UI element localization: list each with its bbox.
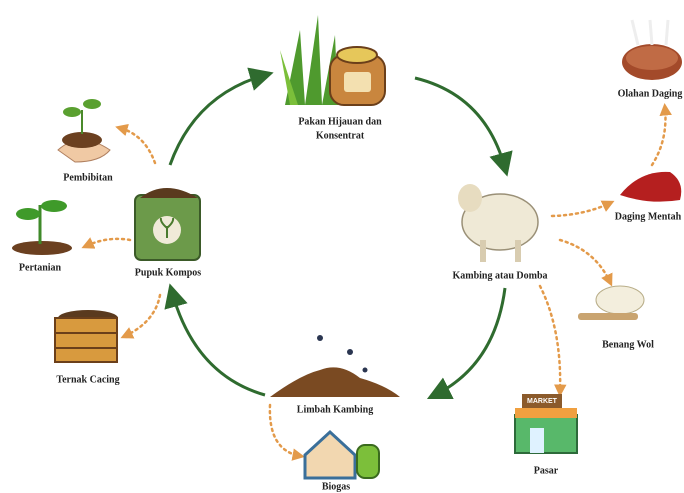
icon-manure — [270, 335, 400, 397]
icon-seedling — [58, 99, 110, 162]
node-label: Daging Mentah — [615, 211, 682, 222]
icon-biogas — [305, 432, 379, 478]
node-label: Pakan Hijauan dan — [298, 116, 382, 127]
diagram: MARKET Pakan Hijauan dan Konsentrat Kamb… — [0, 0, 684, 493]
icon-processed-meat — [622, 20, 682, 80]
node-label: Biogas — [322, 481, 350, 492]
icon-plant — [12, 200, 72, 255]
icon-worm-crate — [55, 310, 118, 362]
node-label: Pembibitan — [63, 172, 113, 183]
icon-feed — [280, 15, 385, 105]
node-label: Kambing atau Domba — [452, 270, 547, 281]
node-label: Pupuk Kompos — [135, 267, 202, 278]
node-label: Pertanian — [19, 262, 62, 273]
icon-wool — [578, 286, 644, 320]
node-label: Olahan Daging — [618, 88, 683, 99]
node-label: Limbah Kambing — [297, 404, 373, 415]
icon-compost — [135, 188, 200, 260]
icon-raw-meat — [620, 172, 681, 202]
icon-market: MARKET — [515, 394, 577, 453]
node-label: Pasar — [534, 465, 559, 476]
market-sign: MARKET — [527, 398, 558, 405]
node-label: Konsentrat — [316, 130, 365, 141]
icon-sheep — [458, 184, 538, 262]
node-label: Ternak Cacing — [56, 374, 119, 385]
node-label: Benang Wol — [602, 339, 654, 350]
